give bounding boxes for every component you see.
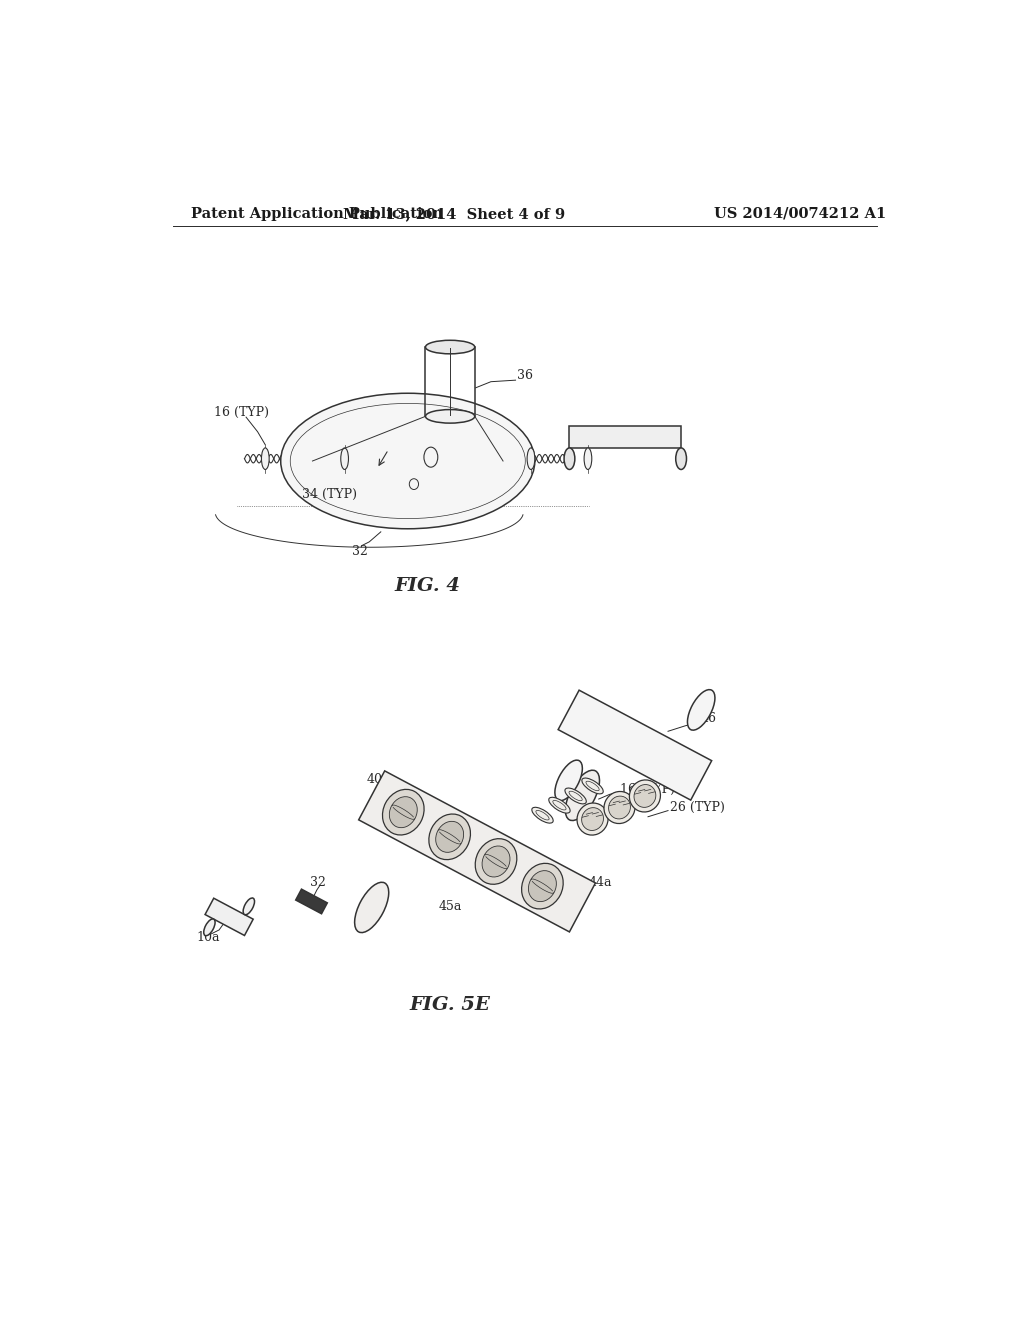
Text: Mar. 13, 2014  Sheet 4 of 9: Mar. 13, 2014 Sheet 4 of 9 [343,207,565,220]
Text: 36: 36 [517,370,534,381]
Ellipse shape [354,882,389,933]
Text: 46: 46 [700,713,717,726]
Text: FIG. 4: FIG. 4 [394,577,460,595]
Text: 44a: 44a [589,875,612,888]
Text: 32: 32 [309,875,326,888]
Ellipse shape [608,796,631,818]
Ellipse shape [521,863,563,909]
Bar [569,426,681,447]
Ellipse shape [383,789,424,836]
Ellipse shape [582,777,603,793]
Text: FIG. 5E: FIG. 5E [410,997,490,1014]
Ellipse shape [482,846,510,876]
Ellipse shape [584,447,592,470]
Polygon shape [296,890,328,913]
Ellipse shape [555,760,583,801]
Text: 40a: 40a [367,772,390,785]
Ellipse shape [527,447,535,470]
Ellipse shape [425,409,475,424]
Text: 16 (TYP): 16 (TYP) [214,407,268,418]
Text: 32: 32 [352,545,368,557]
Text: 34 (TYP): 34 (TYP) [301,488,356,502]
Ellipse shape [435,821,464,853]
Ellipse shape [429,814,470,859]
Ellipse shape [604,792,635,824]
Text: US 2014/0074212 A1: US 2014/0074212 A1 [715,207,887,220]
Ellipse shape [582,808,603,830]
Text: 16 (TYP): 16 (TYP) [620,783,675,796]
Ellipse shape [261,447,269,470]
Ellipse shape [243,898,255,915]
Ellipse shape [341,447,348,470]
Text: Patent Application Publication: Patent Application Publication [190,207,442,220]
Ellipse shape [549,797,570,813]
Ellipse shape [676,447,686,470]
Text: 10a: 10a [196,931,219,944]
Ellipse shape [564,447,574,470]
Ellipse shape [531,808,553,824]
Ellipse shape [528,871,556,902]
Ellipse shape [475,838,517,884]
Text: 45a: 45a [438,900,462,913]
Ellipse shape [630,780,660,812]
Ellipse shape [425,341,475,354]
Ellipse shape [634,784,655,808]
Ellipse shape [389,797,417,828]
Ellipse shape [204,919,215,936]
Ellipse shape [565,788,587,804]
Polygon shape [558,690,712,800]
Ellipse shape [687,689,715,730]
Ellipse shape [281,393,535,529]
Ellipse shape [577,803,608,836]
Text: 26 (TYP): 26 (TYP) [670,801,724,814]
Polygon shape [358,771,595,932]
Polygon shape [205,898,253,936]
Ellipse shape [565,770,599,821]
